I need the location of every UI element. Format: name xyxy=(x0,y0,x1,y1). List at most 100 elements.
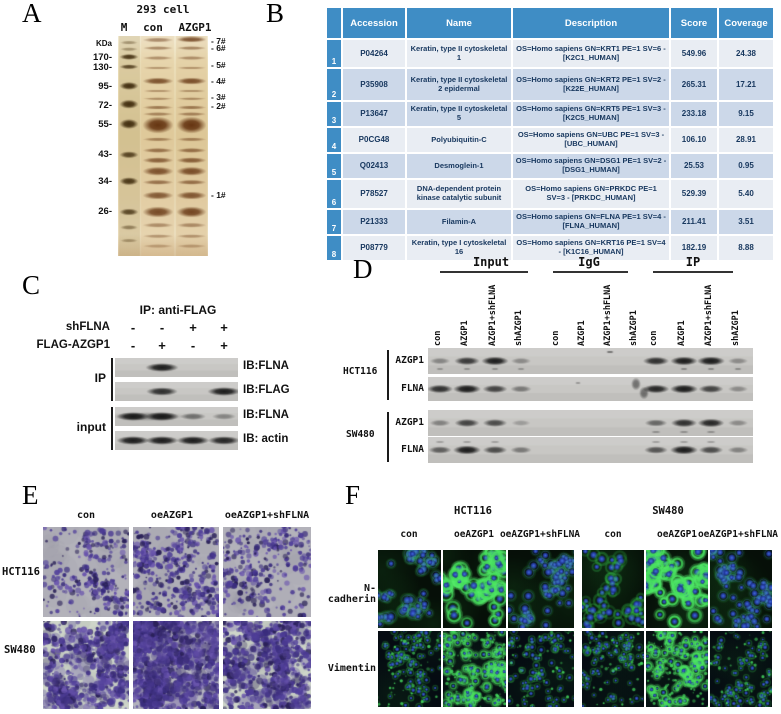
kda-label: KDa xyxy=(95,39,112,48)
table-cell: OS=Homo sapiens GN=FLNA PE=1 SV=4 - [FLN… xyxy=(513,210,671,234)
transwell-hct116-con xyxy=(43,527,129,617)
igg-group-header: IgG xyxy=(578,255,600,269)
sw480-bracket xyxy=(387,412,389,462)
ib-flna-input-label: IB:FLNA xyxy=(243,409,289,421)
f-row-label-vimentin: Vimentin xyxy=(327,663,376,674)
d-lane-label: con xyxy=(551,330,561,346)
hct116-bracket xyxy=(387,350,389,400)
table-cell: Keratin, type II cytoskeletal 2 epiderma… xyxy=(407,69,513,100)
table-row: 6 P78527 DNA-dependent protein kinase cata… xyxy=(327,180,773,210)
gel-band-number-marker: - 7# xyxy=(211,36,226,46)
table-cell: OS=Homo sapiens GN=KRT2 PE=1 SV=2 - [K22… xyxy=(513,69,671,100)
if-vim-sw480-oeazgp1-shflna xyxy=(710,631,772,707)
panel-c-label: C xyxy=(22,270,41,300)
gel-band-number-marker: - 6# xyxy=(211,43,226,53)
silver-stain-gel-image xyxy=(118,36,208,256)
table-cell: 5 xyxy=(327,154,343,178)
f-header-hct116: HCT116 xyxy=(454,505,492,517)
transwell-hct116-oeazgp1 xyxy=(133,527,219,617)
table-cell: P21333 xyxy=(343,210,407,234)
hct116-flna-blot xyxy=(428,377,753,401)
table-row: 7 P21333 Filamin-A OS=Homo sapiens GN=FLNA … xyxy=(327,210,773,236)
molecular-weight-marker: 26- xyxy=(98,206,112,217)
if-ncad-sw480-oeazgp1-shflna xyxy=(710,550,772,628)
table-cell: Keratin, type II cytoskeletal 1 xyxy=(407,40,513,67)
ip-ib-flna-blot xyxy=(115,358,238,377)
table-cell: 265.31 xyxy=(671,69,719,100)
table-cell: 5.40 xyxy=(719,180,773,208)
molecular-weight-marker: 55- xyxy=(98,119,112,130)
table-cell: 2 xyxy=(327,69,343,100)
e-col-label-oeazgp1-shflna: oeAZGP1+shFLNA xyxy=(224,510,310,521)
f-col-oeazgp1-shflna-2: oeAZGP1+shFLNA xyxy=(697,529,779,540)
condition-label-shflna: shFLNA xyxy=(65,321,110,333)
table-cell: OS=Homo sapiens GN=KRT1 PE=1 SV=6 - [K2C… xyxy=(513,40,671,67)
gel-band-number-marker: - 2# xyxy=(211,101,226,111)
if-vim-hct116-oeazgp1 xyxy=(443,631,506,707)
d-lane-label: shAZGP1 xyxy=(731,310,741,346)
ip-group-label: IP xyxy=(94,371,106,385)
hct116-azgp1-blot xyxy=(428,348,753,374)
blot-label-flna-sw: FLNA xyxy=(401,444,424,455)
table-header-cell: Name xyxy=(407,8,513,38)
table-cell: 233.18 xyxy=(671,102,719,126)
e-row-label-hct116: HCT116 xyxy=(2,566,40,578)
gel-lane-label: M xyxy=(120,21,128,34)
if-vim-sw480-oeazgp1 xyxy=(646,631,708,707)
ib-flag-label: IB:FLAG xyxy=(243,384,290,396)
table-row: 1 P04264 Keratin, type II cytoskeletal 1 OS… xyxy=(327,40,773,69)
ip-group-header: IP xyxy=(685,255,701,269)
table-row: 4 P0CG48 Polyubiquitin-C OS=Homo sapiens GN… xyxy=(327,128,773,154)
table-cell: OS=Homo sapiens GN=KRT5 PE=1 SV=3 - [K2C… xyxy=(513,102,671,126)
input-group-bracket xyxy=(111,407,113,450)
blot-label-flna: FLNA xyxy=(401,383,424,394)
table-cell: 3 xyxy=(327,102,343,126)
condition-value: - xyxy=(190,338,196,353)
table-cell: 8.88 xyxy=(719,236,773,260)
f-col-oeazgp1-shflna-1: oeAZGP1+shFLNA xyxy=(499,529,581,540)
d-lane-label: con xyxy=(649,330,659,346)
molecular-weight-marker: 72- xyxy=(98,100,112,111)
gel-band-number-marker: - 4# xyxy=(211,76,226,86)
molecular-weight-marker: 95- xyxy=(98,81,112,92)
d-lane-label: AZGP1 xyxy=(460,320,470,346)
gel-band-number-marker: - 5# xyxy=(211,60,226,70)
e-row-label-sw480: SW480 xyxy=(4,644,36,656)
cell-line-label-hct116: HCT116 xyxy=(343,366,378,377)
if-ncad-hct116-con xyxy=(378,550,441,628)
table-cell: P04264 xyxy=(343,40,407,67)
d-lane-label: AZGP1+shFLNA xyxy=(603,284,613,346)
condition-label-flag-azgp1: FLAG-AZGP1 xyxy=(36,339,110,351)
table-cell: 106.10 xyxy=(671,128,719,152)
table-cell: 17.21 xyxy=(719,69,773,100)
molecular-weight-marker: 170- xyxy=(92,52,112,63)
table-cell: Keratin, type II cytoskeletal 5 xyxy=(407,102,513,126)
table-cell: 7 xyxy=(327,210,343,234)
e-col-label-oeazgp1: oeAZGP1 xyxy=(150,510,194,521)
condition-value: - xyxy=(130,320,136,335)
table-header-cell: Coverage xyxy=(719,8,773,38)
table-cell: DNA-dependent protein kinase catalytic s… xyxy=(407,180,513,208)
table-header-cell xyxy=(327,8,343,38)
cell-line-label-sw480: SW480 xyxy=(346,429,375,440)
table-cell: 8 xyxy=(327,236,343,260)
table-cell: Desmoglein-1 xyxy=(407,154,513,178)
table-row: 2 P35908 Keratin, type II cytoskeletal 2 e… xyxy=(327,69,773,102)
table-cell: 0.95 xyxy=(719,154,773,178)
f-col-con-1: con xyxy=(400,529,418,540)
condition-value: + xyxy=(158,338,166,353)
input-group-header: Input xyxy=(472,255,510,269)
transwell-sw480-oeazgp1 xyxy=(133,621,219,709)
table-cell: 28.91 xyxy=(719,128,773,152)
condition-value: + xyxy=(220,338,228,353)
condition-value: - xyxy=(159,320,165,335)
if-vim-hct116-con xyxy=(378,631,441,707)
transwell-sw480-oeazgp1-shflna xyxy=(223,621,311,709)
table-row: 5 Q02413 Desmoglein-1 OS=Homo sapiens GN=DS… xyxy=(327,154,773,180)
molecular-weight-marker: 43- xyxy=(98,149,112,160)
table-cell: P78527 xyxy=(343,180,407,208)
d-lane-label: AZGP1+shFLNA xyxy=(488,284,498,346)
table-cell: OS=Homo sapiens GN=KRT16 PE=1 SV=4 - [K1… xyxy=(513,236,671,260)
f-header-sw480: SW480 xyxy=(652,505,684,517)
